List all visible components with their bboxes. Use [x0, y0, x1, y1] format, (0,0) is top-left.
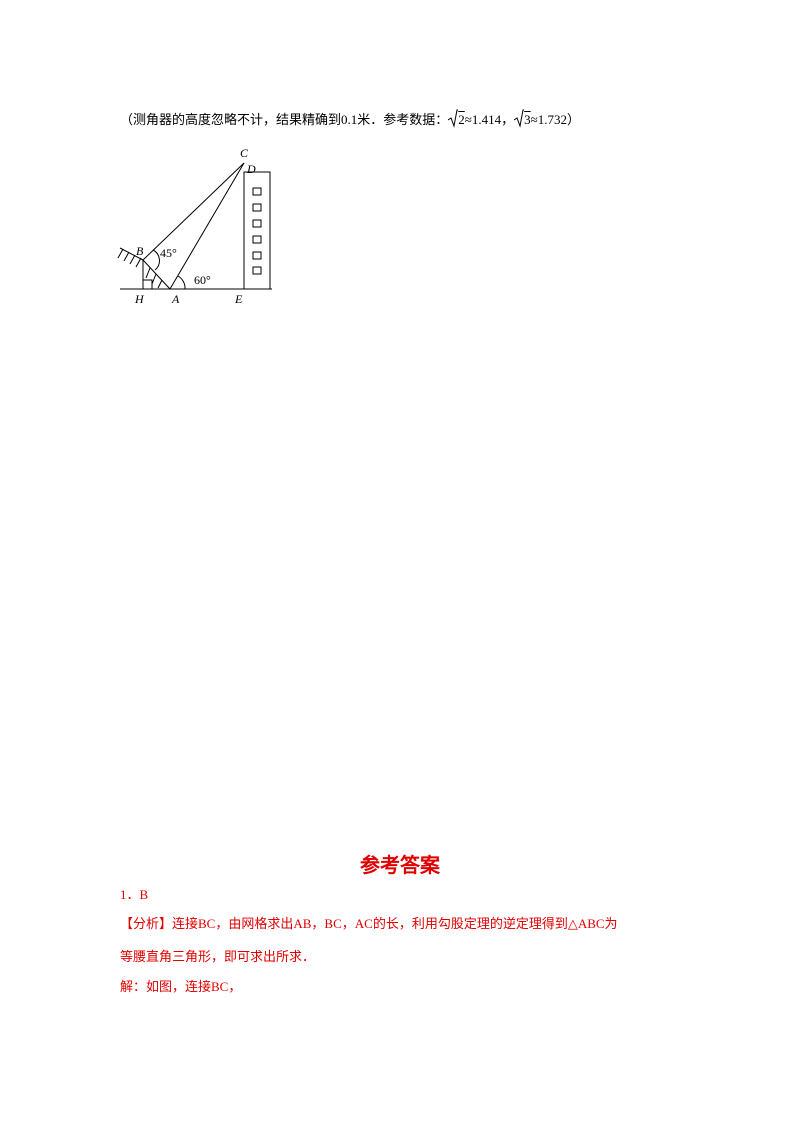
radical: [447, 109, 459, 128]
answer-heading: 参考答案: [360, 855, 440, 877]
note-text: ≈1.414，: [464, 112, 515, 127]
analysis-tag: 【分析】: [120, 916, 173, 931]
problem-note: （测角器的高度忽略不计，结果精确到0.1米．参考数据： 2≈1.414， 3≈1.7…: [120, 108, 580, 128]
note-text: （测角器的高度忽略不计，结果精确到0.1米．参考数据：: [120, 112, 449, 127]
figure: C D B 45° 60° H A E: [117, 146, 272, 306]
analysis-line: 等腰直角三角形，即可求出所求．: [120, 949, 316, 964]
point-label: B: [136, 244, 144, 258]
point-label: H: [134, 292, 145, 306]
point-label: D: [246, 162, 256, 176]
radicand: 2: [458, 112, 465, 127]
point-label: C: [240, 146, 249, 160]
radicand: 3: [524, 112, 531, 127]
answer-item: 1．B: [120, 887, 149, 902]
note-text: ≈1.732）: [530, 112, 581, 127]
angle-label: 45°: [160, 246, 177, 260]
angle-label: 60°: [194, 273, 211, 287]
analysis-line: 【分析】连接BC，由网格求出AB，BC，AC的长，利用勾股定理的逆定理得到△AB…: [120, 913, 618, 932]
radical: [513, 109, 525, 128]
solution-line: 解：如图，连接BC，: [120, 979, 242, 994]
point-label: A: [171, 292, 180, 306]
point-label: E: [234, 292, 243, 306]
analysis-text: 连接BC，由网格求出AB，BC，AC的长，利用勾股定理的逆定理得到△ABC为: [172, 916, 618, 931]
